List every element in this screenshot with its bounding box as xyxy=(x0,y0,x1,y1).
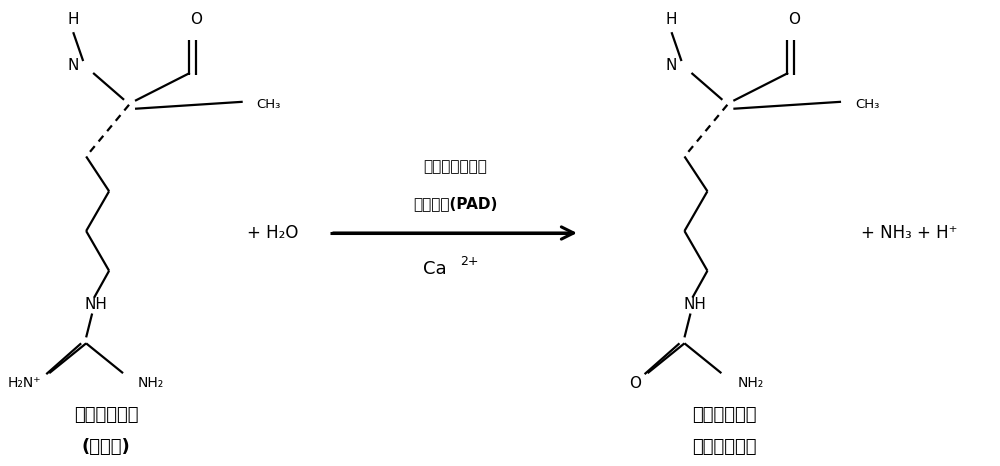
Text: NH: NH xyxy=(85,297,108,312)
Text: H: H xyxy=(666,12,677,27)
Text: O: O xyxy=(190,12,202,27)
Text: Ca: Ca xyxy=(423,260,447,278)
Text: NH₂: NH₂ xyxy=(138,376,164,390)
Text: O: O xyxy=(788,12,800,27)
Text: N: N xyxy=(666,57,677,73)
Text: O: O xyxy=(629,376,641,391)
Text: 2+: 2+ xyxy=(460,255,479,268)
Text: NH₂: NH₂ xyxy=(737,376,763,390)
Text: H: H xyxy=(67,12,79,27)
Text: 肽酥基瓜氨酸: 肽酥基瓜氨酸 xyxy=(692,406,757,424)
Text: 肽酥基精氨酸: 肽酥基精氨酸 xyxy=(74,406,138,424)
Text: (正电荷): (正电荷) xyxy=(82,438,130,456)
Text: + NH₃ + H⁺: + NH₃ + H⁺ xyxy=(861,224,957,242)
Text: N: N xyxy=(68,57,79,73)
Text: CH₃: CH₃ xyxy=(256,98,281,111)
Text: + H₂O: + H₂O xyxy=(247,224,298,242)
Text: （中性电荷）: （中性电荷） xyxy=(692,438,757,456)
Text: 亚胺基醂(PAD): 亚胺基醂(PAD) xyxy=(413,196,497,211)
Text: NH: NH xyxy=(683,297,706,312)
Text: CH₃: CH₃ xyxy=(855,98,879,111)
Text: 肽酥基精氨酸脱: 肽酥基精氨酸脱 xyxy=(423,159,487,174)
Text: H₂N⁺: H₂N⁺ xyxy=(8,376,41,390)
